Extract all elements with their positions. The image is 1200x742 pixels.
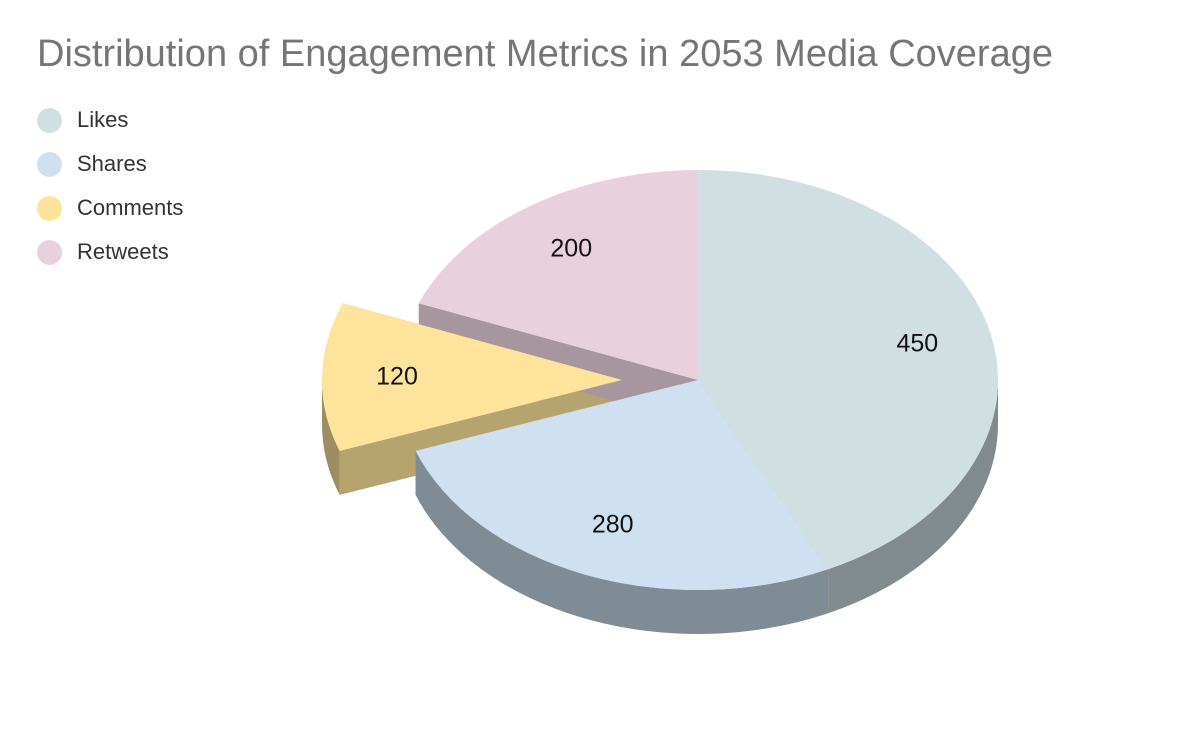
legend-item-shares[interactable]: Shares	[37, 142, 183, 186]
pie-labels: 120 450 280 200	[376, 234, 938, 538]
legend: Likes Shares Comments Retweets	[37, 98, 183, 274]
legend-item-likes[interactable]: Likes	[37, 98, 183, 142]
pie-slice-comments	[321, 303, 622, 451]
pie-slice-shares	[415, 380, 829, 591]
legend-swatch-likes	[37, 107, 62, 133]
pie-slice-likes	[698, 170, 999, 570]
legend-label-likes: Likes	[77, 107, 129, 132]
slice-value-label-shares: 280	[592, 510, 634, 538]
legend-swatch-shares	[37, 151, 62, 177]
chart-title: Distribution of Engagement Metrics in 20…	[37, 33, 1053, 75]
pie-rim-shares	[415, 450, 829, 634]
pie-rim-comments	[322, 380, 340, 495]
legend-swatch-comments	[37, 195, 62, 221]
legend-label-shares: Shares	[77, 151, 147, 176]
pie-tops	[321, 170, 999, 591]
legend-item-retweets[interactable]: Retweets	[37, 230, 183, 274]
legend-item-comments[interactable]: Comments	[37, 186, 183, 230]
slice-value-label-comments: 120	[376, 362, 418, 390]
legend-swatch-retweets	[37, 239, 62, 265]
slice-value-label-likes: 450	[896, 330, 938, 358]
legend-label-comments: Comments	[77, 195, 184, 220]
pie-slice-retweets	[418, 170, 698, 380]
legend-label-retweets: Retweets	[77, 239, 169, 264]
slice-value-label-retweets: 200	[550, 234, 592, 262]
pie-rim-likes	[828, 380, 998, 614]
